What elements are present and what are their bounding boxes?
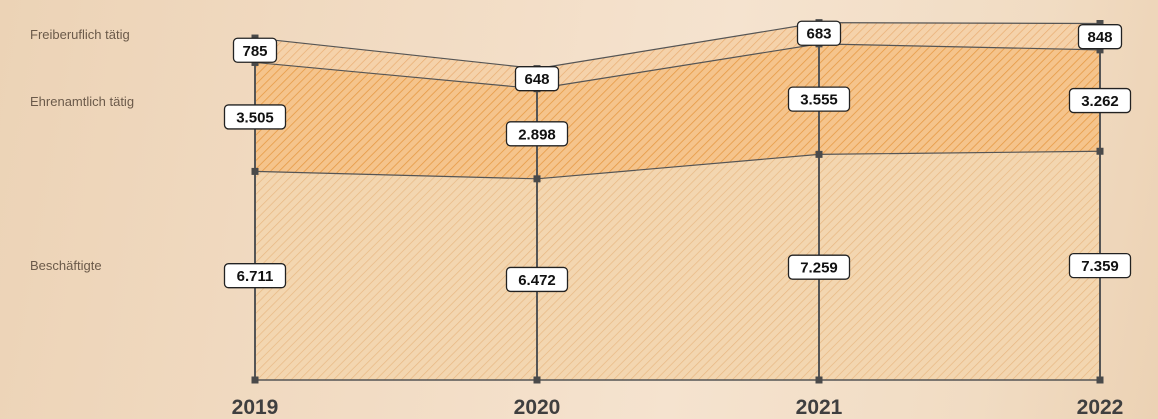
- value-label-text: 648: [524, 71, 549, 88]
- value-label: 7.359: [1068, 252, 1132, 279]
- area-freiberuflich-t-tig: [255, 22, 1100, 89]
- value-label: 6.472: [505, 266, 569, 293]
- value-label: 3.262: [1068, 87, 1132, 114]
- boundary-line-1: [254, 150, 1101, 180]
- value-label-text: 683: [806, 26, 831, 43]
- data-marker: [815, 150, 823, 158]
- series-label: Freiberuflich tätig: [30, 27, 130, 42]
- value-label: 3.505: [223, 104, 287, 130]
- value-label: 2.898: [505, 121, 569, 147]
- value-label: 648: [514, 66, 560, 92]
- data-marker: [533, 175, 541, 183]
- data-marker: [815, 376, 823, 384]
- boundary-line-2: [254, 43, 1101, 90]
- x-tick-label: 2019: [232, 396, 279, 419]
- value-label-text: 2.898: [518, 126, 556, 143]
- data-marker: [1096, 46, 1104, 54]
- data-marker: [1096, 20, 1104, 28]
- value-label: 3.555: [787, 86, 851, 112]
- data-marker: [251, 376, 259, 384]
- value-label: 785: [232, 37, 278, 63]
- boundary-line-3: [254, 22, 1101, 70]
- value-label: 7.259: [787, 254, 851, 280]
- series-label: Ehrenamtlich tätig: [30, 94, 134, 109]
- data-marker: [533, 376, 541, 384]
- value-label: 6.711: [223, 263, 287, 289]
- value-label-text: 6.711: [237, 268, 274, 285]
- series-label: Beschäftigte: [30, 258, 102, 273]
- data-marker: [1096, 147, 1104, 155]
- x-tick-label: 2022: [1077, 396, 1124, 419]
- value-label-text: 7.259: [800, 260, 838, 277]
- value-label-text: 6.472: [518, 272, 556, 289]
- area-ehrenamtlich-t-tig: [255, 43, 1100, 179]
- value-label-text: 848: [1087, 29, 1112, 46]
- value-label-text: 785: [242, 43, 267, 60]
- value-label-text: 3.555: [800, 92, 838, 109]
- value-label-text: 3.505: [236, 109, 274, 126]
- x-tick-label: 2020: [514, 396, 561, 419]
- value-label-text: 7.359: [1081, 258, 1119, 275]
- value-label-text: 3.262: [1081, 93, 1119, 110]
- value-label: 683: [796, 20, 842, 46]
- area-besch-ftigte: [255, 151, 1100, 380]
- data-marker: [251, 167, 259, 175]
- value-label: 848: [1077, 24, 1123, 50]
- x-tick-label: 2021: [796, 396, 843, 419]
- data-marker: [1096, 376, 1104, 384]
